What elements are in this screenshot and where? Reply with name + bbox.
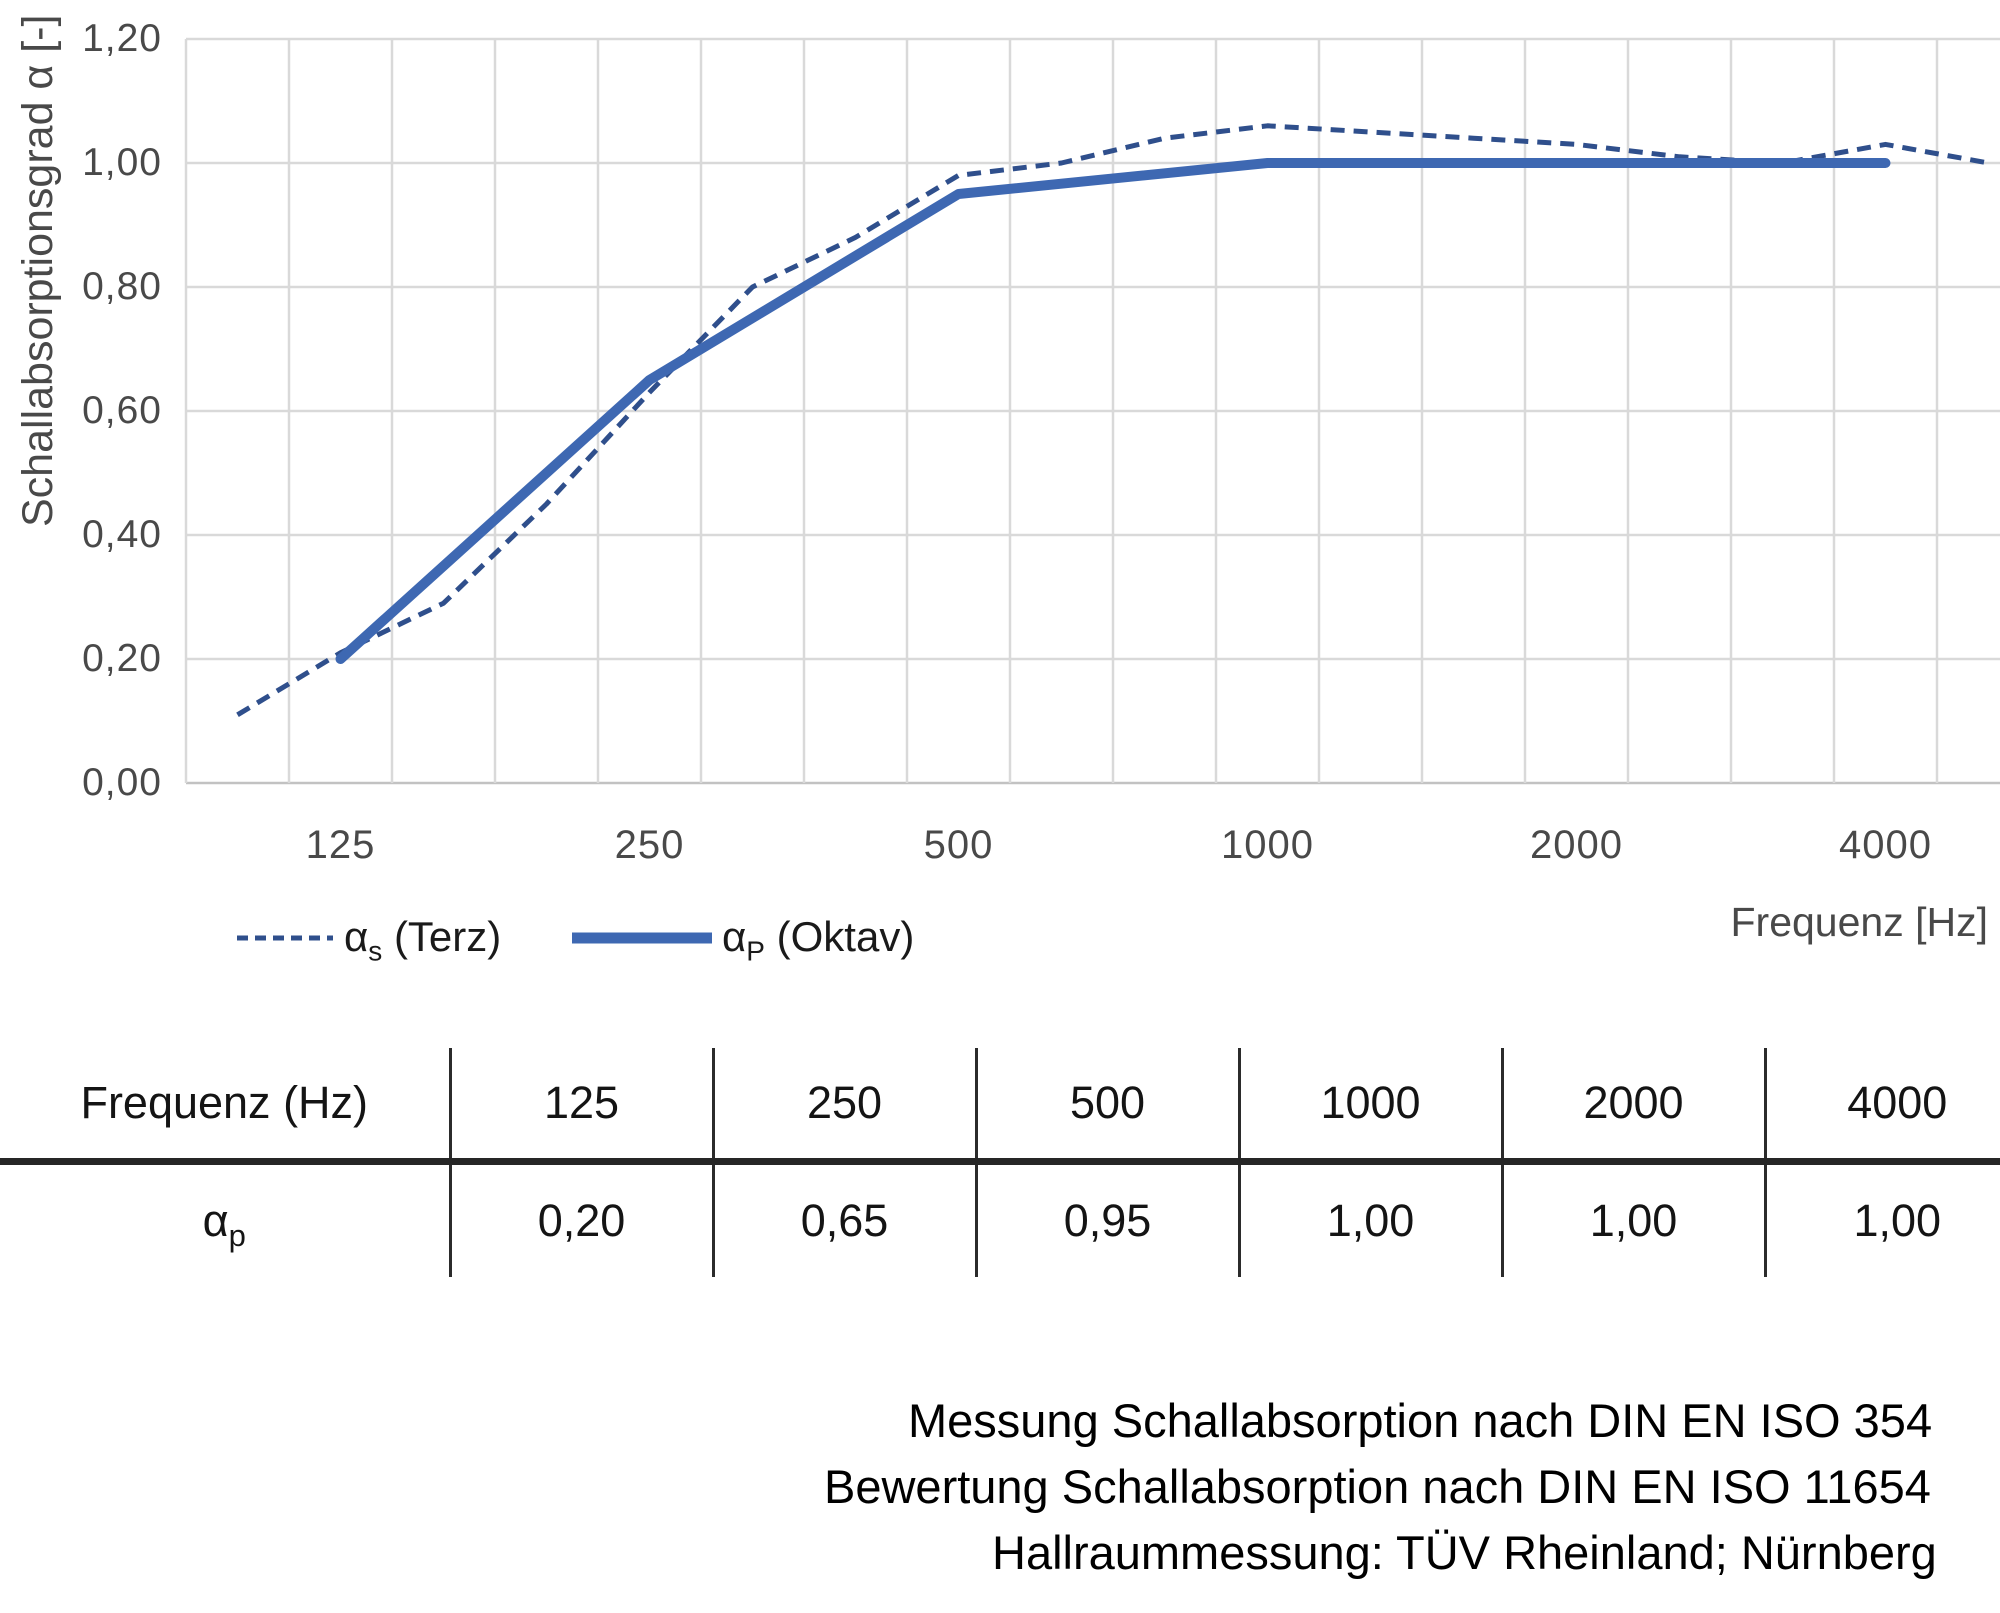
table-value-row: αp 0,20 0,65 0,95 1,00 1,00 1,00 <box>0 1161 2000 1278</box>
footnote-measurement-standard: Messung Schallabsorption nach DIN EN ISO… <box>908 1394 1933 1447</box>
x-axis-title: Frequenz [Hz] <box>1730 899 1989 945</box>
alpha-subscript: p <box>228 1218 246 1253</box>
absorption-line-chart <box>184 37 2000 785</box>
legend-oktav-subscript: P <box>746 935 765 967</box>
table-header-frequency: Frequenz (Hz) <box>0 1048 450 1165</box>
y-tick-label: 1,20 <box>82 17 162 60</box>
x-tick-label: 1000 <box>1221 823 1314 867</box>
legend-terz-alpha: α <box>344 913 369 960</box>
y-tick-label: 0,00 <box>82 761 162 804</box>
table-header-4000: 4000 <box>1763 1048 2000 1165</box>
y-axis-title: Schallabsorptionsgrad α [-] <box>14 14 62 527</box>
y-tick-label: 0,80 <box>82 265 162 308</box>
table-header-2000: 2000 <box>1500 1048 1765 1165</box>
x-tick-label: 2000 <box>1530 823 1623 867</box>
table-row-label-alpha-p: αp <box>0 1162 450 1278</box>
legend-item-terz: αs (Terz) <box>344 913 502 965</box>
legend-solid-line-sample <box>572 932 712 944</box>
x-tick-label: 4000 <box>1839 823 1932 867</box>
y-tick-label: 1,00 <box>82 141 162 184</box>
table-value-4000: 1,00 <box>1763 1161 2000 1277</box>
x-tick-label: 500 <box>923 823 994 867</box>
legend-oktav-alpha: α <box>722 913 747 960</box>
y-tick-label: 0,60 <box>82 389 162 432</box>
table-header-125: 125 <box>448 1048 713 1165</box>
legend-item-oktav: αP (Oktav) <box>722 913 915 965</box>
legend-oktav-text: (Oktav) <box>764 913 915 960</box>
absorption-values-table: Frequenz (Hz) 125 250 500 1000 2000 4000… <box>0 1048 2000 1277</box>
legend-dashed-line-sample <box>237 935 333 941</box>
x-tick-label: 250 <box>614 823 685 867</box>
y-tick-label: 0,40 <box>82 513 162 556</box>
series-terz-dashed-line <box>236 123 1989 717</box>
alpha-symbol: α <box>202 1195 229 1246</box>
legend-terz-subscript: s <box>368 935 383 967</box>
table-value-125: 0,20 <box>448 1161 713 1277</box>
table-header-row: Frequenz (Hz) 125 250 500 1000 2000 4000 <box>0 1048 2000 1165</box>
table-header-250: 250 <box>711 1048 976 1165</box>
table-value-1000: 1,00 <box>1237 1161 1502 1277</box>
x-tick-label: 125 <box>305 823 376 867</box>
table-value-2000: 1,00 <box>1500 1161 1765 1277</box>
footnote-test-lab: Hallraummessung: TÜV Rheinland; Nürnberg <box>992 1526 1937 1579</box>
legend-terz-text: (Terz) <box>382 913 502 960</box>
table-value-250: 0,65 <box>711 1161 976 1277</box>
table-header-500: 500 <box>974 1048 1239 1165</box>
series-oktav-solid-line <box>335 158 1891 664</box>
footnote-rating-standard: Bewertung Schallabsorption nach DIN EN I… <box>824 1460 1931 1513</box>
y-tick-label: 0,20 <box>82 637 162 680</box>
table-value-500: 0,95 <box>974 1161 1239 1277</box>
table-header-1000: 1000 <box>1237 1048 1502 1165</box>
